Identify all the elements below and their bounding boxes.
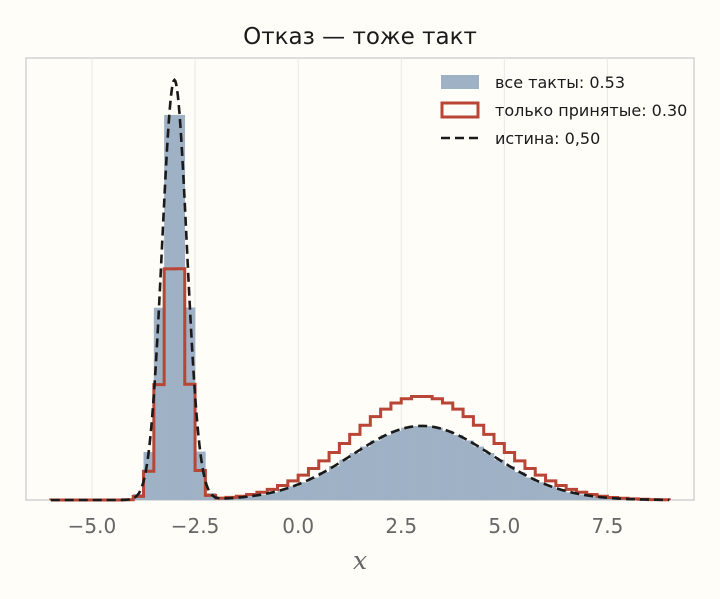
histogram-bar bbox=[390, 430, 402, 500]
histogram-bar bbox=[380, 435, 392, 500]
histogram-bar bbox=[174, 114, 186, 500]
histogram-bar bbox=[473, 446, 485, 500]
histogram-bar bbox=[411, 426, 423, 500]
x-tick-label: −2.5 bbox=[171, 514, 220, 538]
histogram-bar bbox=[442, 430, 454, 500]
histogram-bar bbox=[576, 494, 588, 500]
histogram-bar bbox=[463, 440, 474, 500]
histogram-bar bbox=[308, 477, 320, 500]
chart-title: Отказ — тоже такт bbox=[243, 24, 477, 50]
legend-accepted-label: только принятые: 0.30 bbox=[495, 101, 687, 120]
histogram-bar bbox=[195, 451, 206, 500]
histogram-bar bbox=[298, 482, 309, 500]
x-tick-label: 7.5 bbox=[592, 514, 624, 538]
histogram-bar bbox=[514, 472, 526, 500]
truth-curve bbox=[50, 78, 670, 502]
histogram-bar bbox=[164, 114, 175, 500]
histogram-bar bbox=[494, 459, 505, 500]
histogram-bar bbox=[267, 492, 278, 500]
legend-all-tacts-label: все такты: 0.53 bbox=[495, 73, 625, 92]
histogram-bar bbox=[256, 494, 268, 500]
x-tick-label: 2.5 bbox=[385, 514, 417, 538]
histogram-bar bbox=[370, 440, 381, 500]
legend-accepted-swatch bbox=[440, 101, 480, 119]
histogram-bar bbox=[287, 486, 299, 500]
legend-truth-label: истина: 0,50 bbox=[495, 129, 600, 148]
histogram-bar bbox=[504, 466, 515, 500]
histogram-bar bbox=[566, 492, 577, 500]
histogram-bar bbox=[318, 472, 330, 500]
histogram-bar bbox=[524, 477, 536, 500]
x-axis-label: x bbox=[353, 546, 367, 575]
histogram-bar bbox=[432, 427, 443, 500]
histogram-bar bbox=[153, 307, 165, 500]
x-axis-ticks: −5.0 −2.5 0.0 2.5 5.0 7.5 bbox=[68, 514, 624, 538]
accepted-histogram bbox=[50, 267, 671, 502]
x-tick-label: −5.0 bbox=[68, 514, 117, 538]
histogram-bar bbox=[236, 497, 247, 500]
histogram-bar bbox=[401, 427, 412, 500]
histogram-bar bbox=[277, 489, 289, 500]
histogram-bar bbox=[184, 307, 196, 500]
histogram-bar bbox=[349, 453, 361, 500]
histogram-bar bbox=[143, 452, 155, 500]
histogram-bar bbox=[339, 459, 350, 500]
histogram-bar bbox=[246, 496, 258, 500]
histogram-bar bbox=[586, 496, 598, 500]
histogram-bar bbox=[329, 466, 340, 500]
histogram-bar bbox=[535, 482, 546, 500]
accepted-step-line bbox=[50, 267, 671, 502]
legend: все такты: 0.53 только принятые: 0.30 исти… bbox=[440, 73, 687, 148]
all-tacts-histogram bbox=[50, 114, 670, 500]
legend-all-tacts-swatch bbox=[441, 75, 479, 89]
histogram-bar bbox=[421, 426, 433, 500]
histogram-bar bbox=[545, 486, 557, 500]
truth-density-curve bbox=[50, 78, 670, 502]
histogram-bar bbox=[597, 497, 608, 500]
histogram-bar bbox=[360, 446, 371, 500]
histogram-bar bbox=[452, 435, 464, 500]
histogram-bar bbox=[483, 453, 495, 500]
x-tick-label: 0.0 bbox=[282, 514, 314, 538]
x-tick-label: 5.0 bbox=[488, 514, 520, 538]
histogram-bar bbox=[555, 489, 567, 500]
